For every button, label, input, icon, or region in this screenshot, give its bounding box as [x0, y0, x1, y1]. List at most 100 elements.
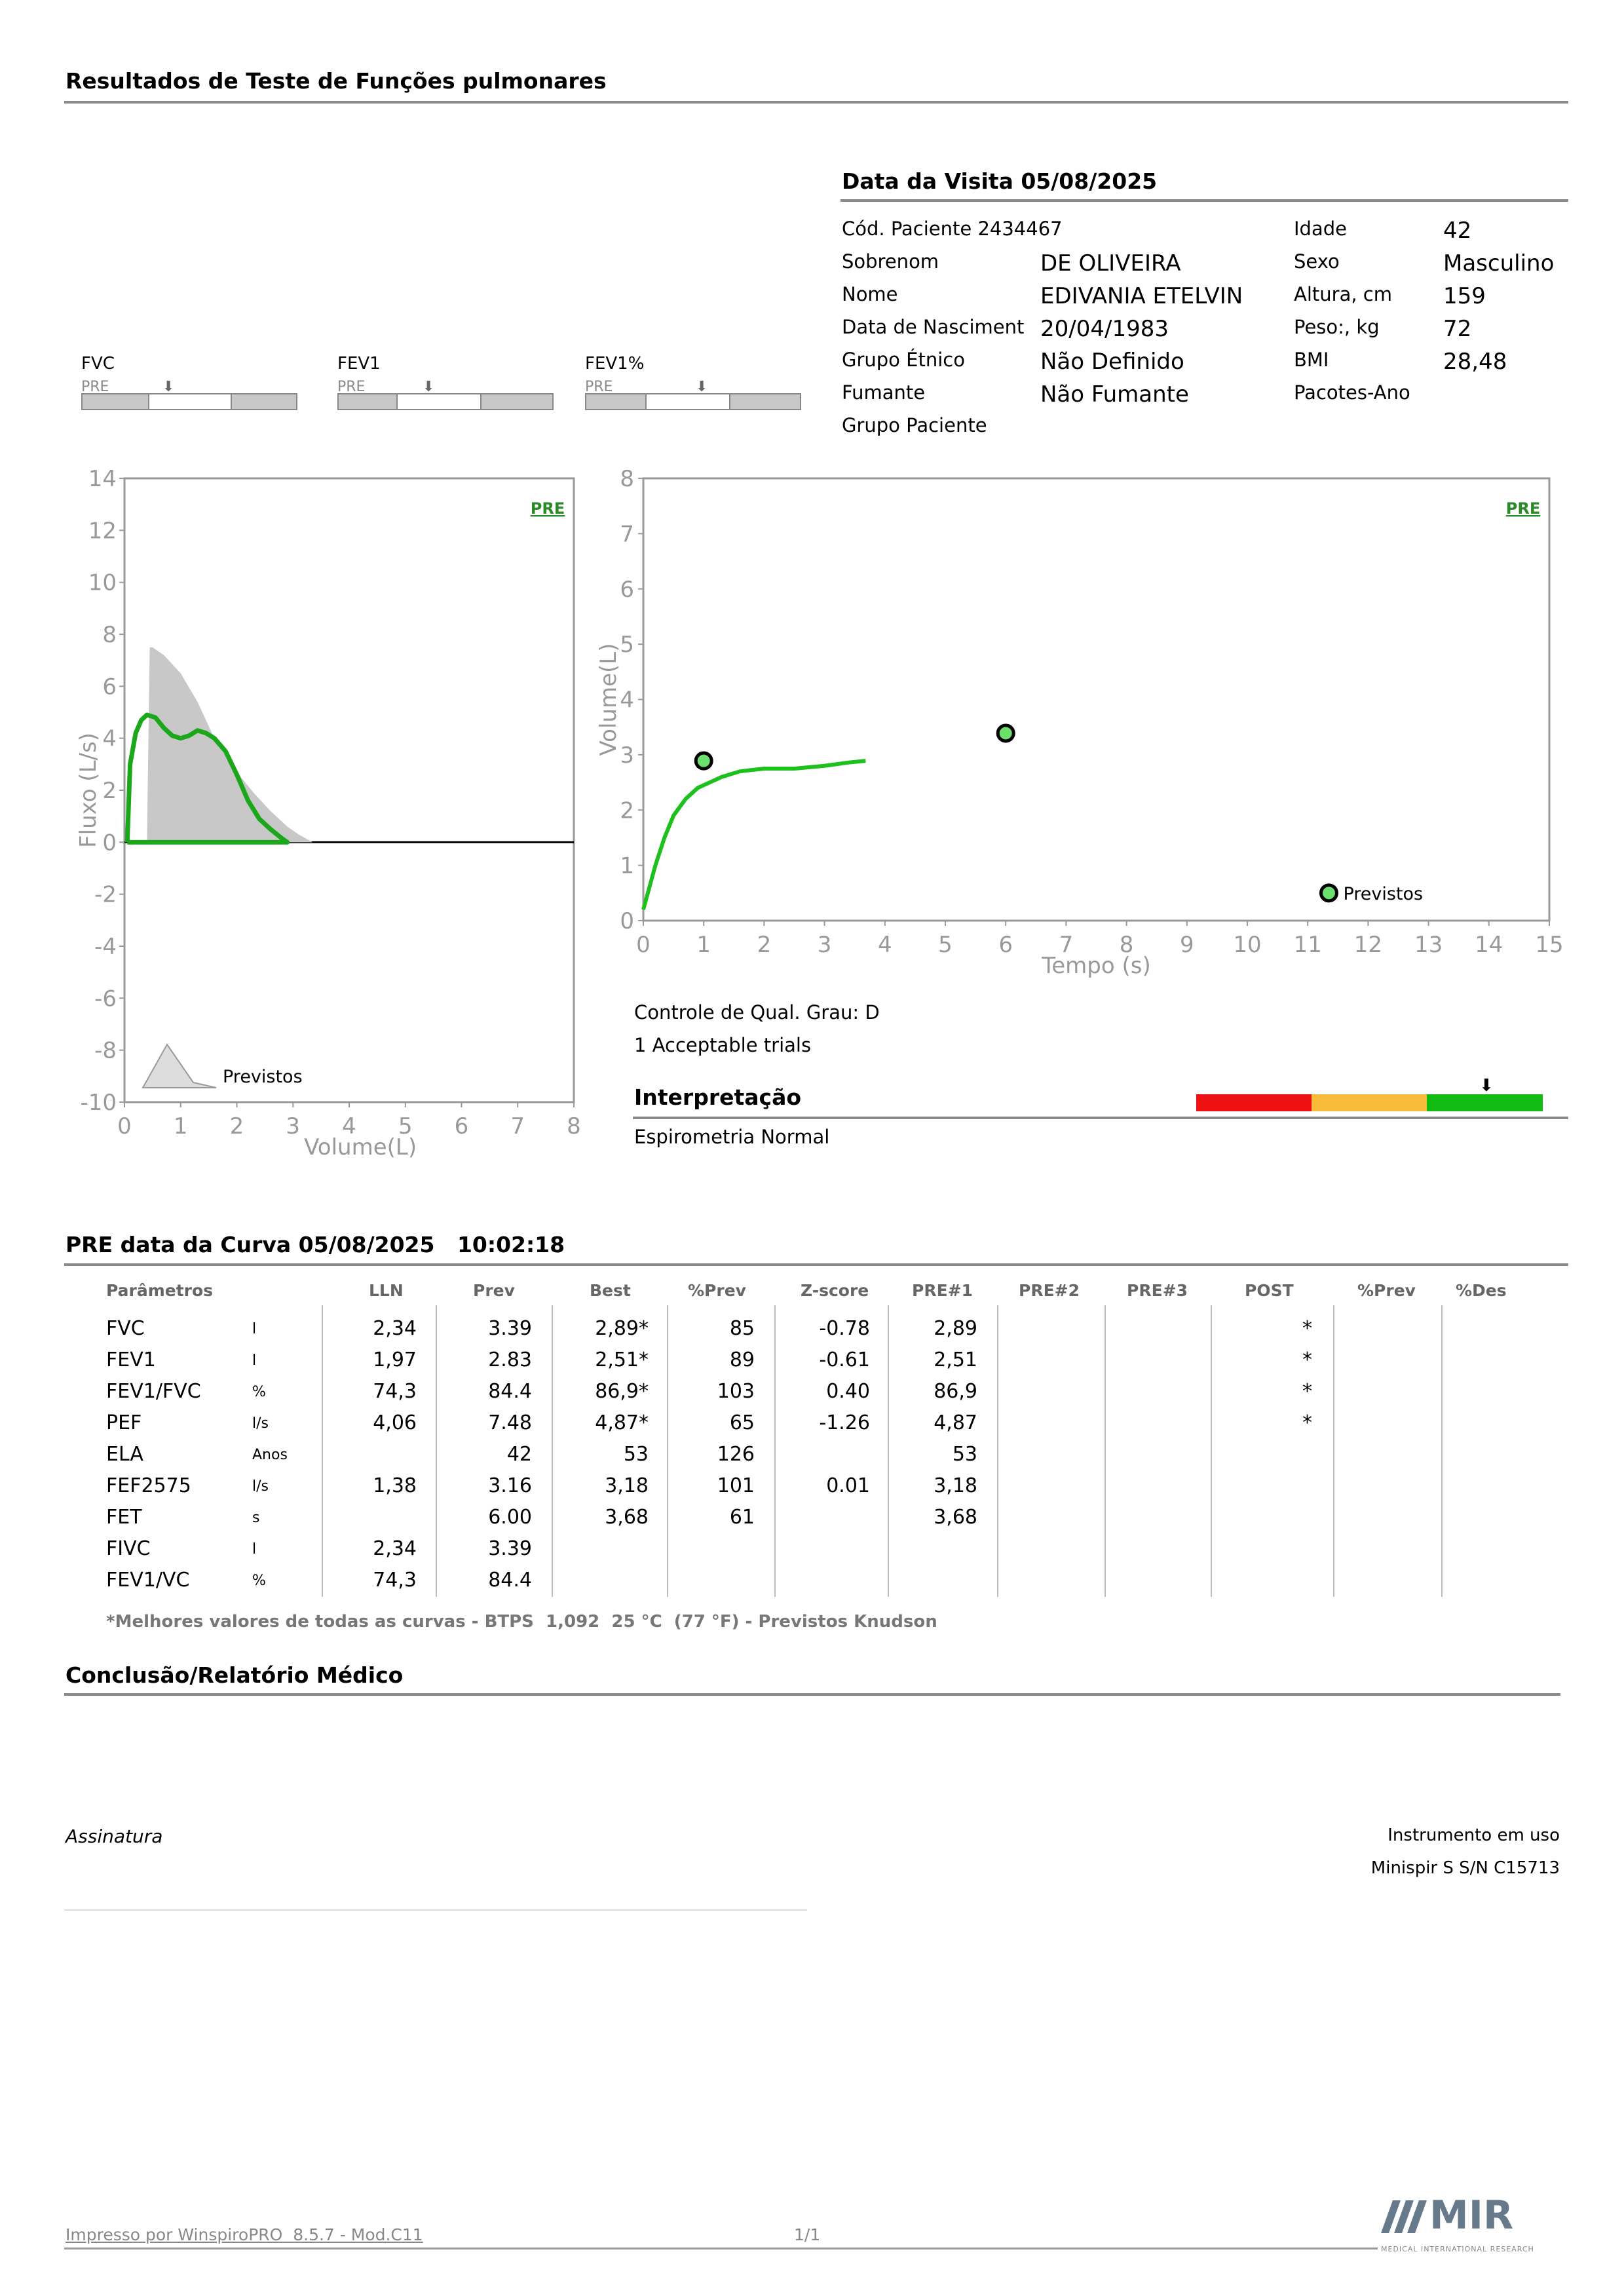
table-cell: 3,68	[605, 1506, 649, 1529]
header-divider	[64, 101, 1568, 104]
table-cell: 4,87*	[595, 1411, 649, 1434]
table-cell: Anos	[252, 1447, 288, 1463]
y-tick-label: 6	[102, 674, 117, 700]
instrument-value: Minispir S S/N C15713	[1370, 1858, 1560, 1878]
table-cell: %	[252, 1384, 266, 1400]
y-tick-label: 14	[88, 466, 117, 492]
y-tick-label: 0	[620, 908, 634, 934]
packs-label: Pacotes-Ano	[1294, 381, 1410, 404]
y-axis-label: Fluxo (L/s)	[75, 733, 102, 848]
table-cell: 0.40	[826, 1380, 870, 1403]
table-cell: l/s	[252, 1415, 269, 1432]
x-tick-label: 3	[818, 932, 832, 958]
table-cell: 4,87	[934, 1411, 977, 1434]
x-tick-label: 12	[1354, 932, 1382, 958]
table-cell: 103	[717, 1380, 755, 1403]
table-cell: *	[1302, 1380, 1312, 1403]
x-tick-label: 1	[696, 932, 711, 958]
y-tick-label: 5	[620, 632, 634, 658]
mir-logo: MIR MEDICAL INTERNATIONAL RESEARCH	[1381, 2192, 1534, 2253]
column-separator	[1333, 1305, 1334, 1597]
interpretation-text: Espirometria Normal	[634, 1126, 830, 1148]
legend-label: Previstos	[223, 1067, 303, 1087]
table-cell: 126	[717, 1443, 755, 1466]
table-header: Best	[590, 1281, 631, 1300]
table-cell: 3.39	[488, 1317, 532, 1340]
pre-badge: PRE	[531, 499, 565, 518]
quality-grade: Controle de Qual. Grau: D	[634, 1001, 880, 1024]
height-label: Altura, cm	[1294, 283, 1392, 305]
x-tick-label: 10	[1233, 932, 1261, 958]
mir-logo-icon	[1381, 2200, 1427, 2233]
y-tick-label: -2	[94, 882, 117, 908]
column-separator	[436, 1305, 437, 1597]
conclusion-title: Conclusão/Relatório Médico	[66, 1662, 404, 1688]
table-header: %Prev	[688, 1281, 746, 1300]
page-number: 1/1	[794, 2225, 821, 2244]
report-title: Resultados de Teste de Funções pulmonare…	[66, 68, 607, 94]
interpretation-bar-red	[1196, 1094, 1312, 1111]
table-cell: 2,34	[373, 1537, 417, 1560]
table-cell: 2.83	[488, 1349, 532, 1371]
x-tick-label: 0	[636, 932, 651, 958]
y-tick-label: -4	[94, 934, 117, 960]
arrow-down-icon: ⬇	[1479, 1076, 1494, 1096]
x-axis-label: Tempo (s)	[1041, 953, 1150, 979]
table-cell: FET	[106, 1506, 142, 1529]
table-header: PRE#3	[1127, 1281, 1188, 1300]
quality-trials: 1 Acceptable trials	[634, 1034, 812, 1056]
plot-frame	[642, 477, 1551, 922]
y-tick-label: -8	[94, 1038, 117, 1064]
dob-label: Data de Nasciment	[842, 316, 1025, 338]
table-header: PRE#2	[1019, 1281, 1080, 1300]
x-axis-label: Volume(L)	[304, 1134, 417, 1160]
y-tick-label: -10	[80, 1090, 117, 1116]
x-tick-label: 0	[117, 1113, 132, 1139]
curve-title: PRE data da Curva 05/08/2025 10:02:18	[66, 1232, 565, 1257]
y-axis-label: Volume(L)	[595, 643, 622, 756]
legend-swatch	[1319, 883, 1338, 903]
age-label: Idade	[1294, 218, 1347, 240]
footer-divider	[64, 2248, 1378, 2249]
ethnic-label: Grupo Étnico	[842, 349, 965, 371]
pre-curve	[124, 712, 290, 845]
y-tick-label: 3	[620, 742, 634, 769]
table-cell: 0.01	[826, 1474, 870, 1497]
x-tick-label: 6	[455, 1113, 469, 1139]
printed-by: Impresso por WinspiroPRO 8.5.7 - Mod.C11	[66, 2225, 423, 2244]
pre-curve	[641, 759, 866, 910]
x-tick-label: 6	[998, 932, 1013, 958]
column-separator	[774, 1305, 776, 1597]
table-cell: 6.00	[488, 1506, 532, 1529]
sex-label: Sexo	[1294, 250, 1340, 273]
predicted-point	[694, 751, 713, 771]
signature-label: Assinatura	[66, 1826, 163, 1847]
table-header: PRE#1	[912, 1281, 973, 1300]
visit-divider	[840, 199, 1568, 202]
table-cell: 53	[623, 1443, 649, 1466]
surname-label: Sobrenom	[842, 250, 939, 273]
x-tick-label: 2	[757, 932, 772, 958]
table-cell: FEV1/VC	[106, 1569, 190, 1592]
instrument-label: Instrumento em uso	[1388, 1826, 1560, 1845]
gauge-sub: PRE	[585, 379, 613, 395]
y-tick-label: 8	[620, 466, 634, 492]
predicted-point	[996, 723, 1015, 743]
weight-value: 72	[1443, 316, 1472, 342]
table-cell: l	[252, 1541, 257, 1558]
table-header: Parâmetros	[106, 1281, 214, 1300]
table-cell: 3.16	[488, 1474, 532, 1497]
table-cell: FVC	[106, 1317, 145, 1340]
gauge-bar	[337, 393, 554, 410]
table-cell: 3,68	[934, 1506, 977, 1529]
age-value: 42	[1443, 218, 1472, 244]
column-separator	[552, 1305, 553, 1597]
interpretation-bar-yellow	[1312, 1094, 1427, 1111]
sex-value: Masculino	[1443, 250, 1555, 277]
pre-badge: PRE	[1506, 499, 1540, 518]
table-footnote: *Melhores valores de todas as curvas - B…	[106, 1612, 937, 1632]
x-tick-label: 4	[342, 1113, 356, 1139]
gauge-bar	[81, 393, 297, 410]
table-cell: -0.61	[819, 1349, 870, 1371]
gauge-sub: PRE	[337, 379, 366, 395]
